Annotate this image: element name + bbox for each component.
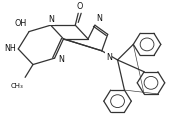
- Text: N: N: [59, 56, 64, 64]
- Text: CH₃: CH₃: [10, 83, 23, 89]
- Text: N: N: [106, 53, 112, 62]
- Text: O: O: [76, 2, 82, 11]
- Text: OH: OH: [15, 19, 27, 28]
- Text: NH: NH: [5, 44, 16, 53]
- Text: N: N: [96, 14, 102, 23]
- Text: N: N: [49, 15, 55, 24]
